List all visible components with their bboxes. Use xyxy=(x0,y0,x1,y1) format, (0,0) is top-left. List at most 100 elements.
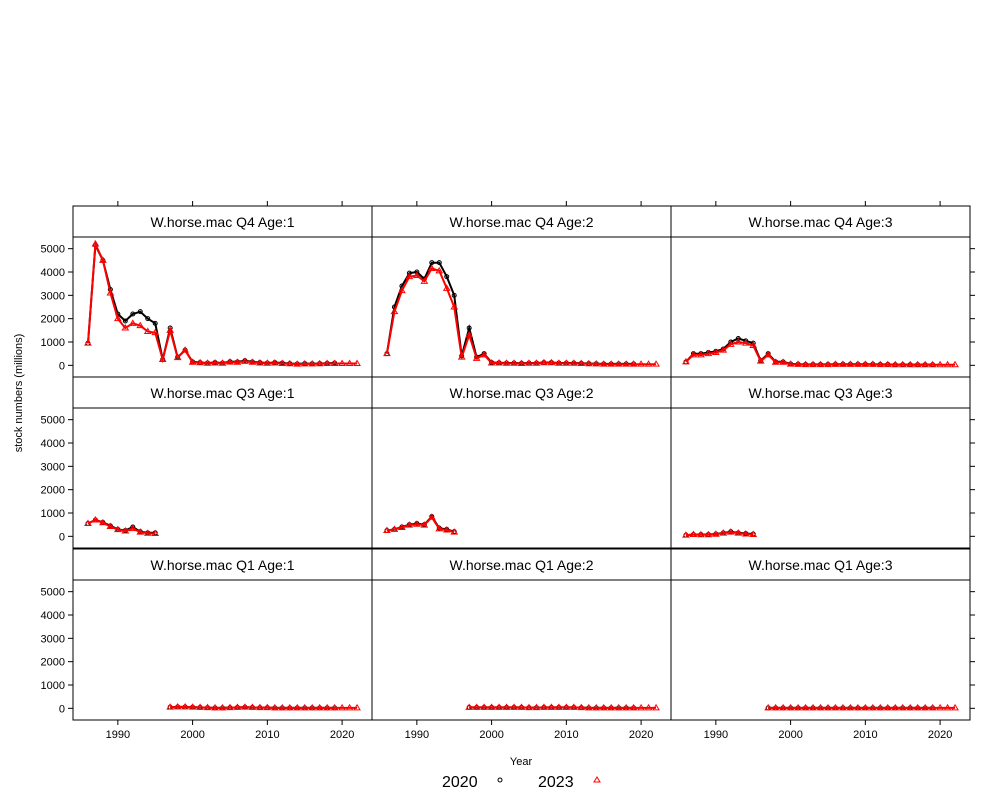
data-point-2023 xyxy=(173,353,182,361)
data-point-2023 xyxy=(158,355,167,362)
data-point-2023 xyxy=(584,703,593,711)
data-point-2023 xyxy=(270,359,279,366)
data-point-2023 xyxy=(726,340,735,347)
data-point-2023 xyxy=(143,529,152,536)
data-point-2023 xyxy=(203,359,212,366)
panel-strip xyxy=(72,548,373,581)
data-point-2023 xyxy=(330,359,339,366)
data-point-2023 xyxy=(682,357,690,365)
panel-data xyxy=(682,528,758,538)
data-point-2023 xyxy=(353,359,361,366)
data-point-2023 xyxy=(532,359,541,366)
panel-strip xyxy=(670,376,971,409)
data-point-2023 xyxy=(794,703,802,711)
data-point-2023 xyxy=(465,331,474,338)
data-point-2023 xyxy=(487,703,496,710)
data-point-2023 xyxy=(794,360,802,367)
data-point-2023 xyxy=(495,703,503,710)
data-point-2023 xyxy=(592,359,601,367)
y-tick-label: 5000 xyxy=(41,587,65,599)
data-point-2023 xyxy=(951,703,959,711)
panel-w-horse-mac-q3-age-2: W.horse.mac Q3 Age:2 xyxy=(371,376,672,549)
x-tick-label: 2010 xyxy=(853,729,877,741)
data-point-2023 xyxy=(412,271,421,278)
x-tick-label: 2010 xyxy=(255,729,279,741)
data-point-2023 xyxy=(577,359,586,366)
data-point-2023 xyxy=(868,703,877,711)
data-point-2023 xyxy=(181,702,190,710)
data-point-2023 xyxy=(510,703,518,710)
data-point-2023 xyxy=(113,314,122,322)
data-point-2023 xyxy=(921,360,930,368)
data-point-2023 xyxy=(906,360,915,368)
data-point-2023 xyxy=(569,359,578,366)
x-tick-label: 1990 xyxy=(405,729,429,741)
data-point-2023 xyxy=(861,703,870,711)
x-tick-label: 1990 xyxy=(704,729,728,741)
data-point-2023 xyxy=(928,360,937,368)
panel-plot-area xyxy=(670,579,971,721)
data-point-2023 xyxy=(853,360,862,367)
data-point-2023 xyxy=(91,516,100,523)
series-line-2020 xyxy=(87,241,335,365)
data-point-2023 xyxy=(270,703,279,711)
data-point-2023 xyxy=(510,359,518,366)
data-point-2023 xyxy=(330,703,339,711)
data-point-2023 xyxy=(741,339,750,346)
axes: 0 1000 2000 3000 4000 5000 0 1000 2000 3000 4000 50… xyxy=(41,201,975,741)
panel-w-horse-mac-q3-age-1: W.horse.mac Q3 Age:1 xyxy=(72,376,373,549)
panel-data xyxy=(84,516,160,537)
data-point-2023 xyxy=(913,360,922,368)
data-point-2023 xyxy=(711,530,720,537)
panel-plot-area xyxy=(72,579,373,721)
data-point-2023 xyxy=(786,360,795,367)
panel-strip xyxy=(72,205,373,238)
data-point-2023 xyxy=(853,703,862,711)
data-point-2023 xyxy=(345,703,354,711)
data-point-2023 xyxy=(749,530,758,537)
panel-plot-area xyxy=(670,407,971,549)
data-point-2023 xyxy=(697,530,705,538)
data-point-2023 xyxy=(502,359,511,366)
data-point-2023 xyxy=(756,357,765,364)
data-point-2023 xyxy=(831,703,840,711)
data-point-2023 xyxy=(427,513,436,520)
data-point-2023 xyxy=(569,703,578,710)
data-point-2023 xyxy=(166,326,175,333)
data-point-2023 xyxy=(532,703,541,711)
x-tick-label: 2020 xyxy=(629,729,653,741)
data-point-2023 xyxy=(84,339,92,346)
data-point-2023 xyxy=(255,703,264,711)
data-point-2023 xyxy=(652,703,660,711)
panel-data xyxy=(682,336,959,368)
data-point-2023 xyxy=(839,360,847,367)
data-point-2023 xyxy=(936,703,944,711)
data-point-2023 xyxy=(801,703,810,711)
data-point-2023 xyxy=(383,526,391,533)
data-point-2023 xyxy=(465,703,474,710)
panel-data xyxy=(166,702,361,711)
data-point-2023 xyxy=(764,703,773,711)
panel-title: W.horse.mac Q4 Age:1 xyxy=(151,214,295,230)
data-point-2023 xyxy=(218,359,227,366)
data-point-2023 xyxy=(868,360,877,367)
y-tick-label: 2000 xyxy=(41,657,65,669)
data-point-2023 xyxy=(136,528,145,535)
data-point-2023 xyxy=(128,524,137,532)
data-point-2023 xyxy=(891,703,900,711)
data-point-2023 xyxy=(91,240,100,247)
data-point-2023 xyxy=(412,520,421,527)
data-point-2023 xyxy=(824,703,832,711)
data-point-2023 xyxy=(263,359,272,366)
data-point-2023 xyxy=(226,358,234,365)
data-point-2023 xyxy=(726,528,735,535)
data-point-2023 xyxy=(517,703,526,710)
data-point-2023 xyxy=(547,703,556,710)
data-point-2023 xyxy=(779,703,788,711)
panel-data xyxy=(383,260,660,367)
panel-plot-area xyxy=(371,407,672,549)
y-tick-label: 4000 xyxy=(41,267,65,279)
x-tick-label: 2000 xyxy=(180,729,204,741)
panel-w-horse-mac-q4-age-1: W.horse.mac Q4 Age:1 xyxy=(72,205,373,378)
data-point-2023 xyxy=(883,360,892,368)
